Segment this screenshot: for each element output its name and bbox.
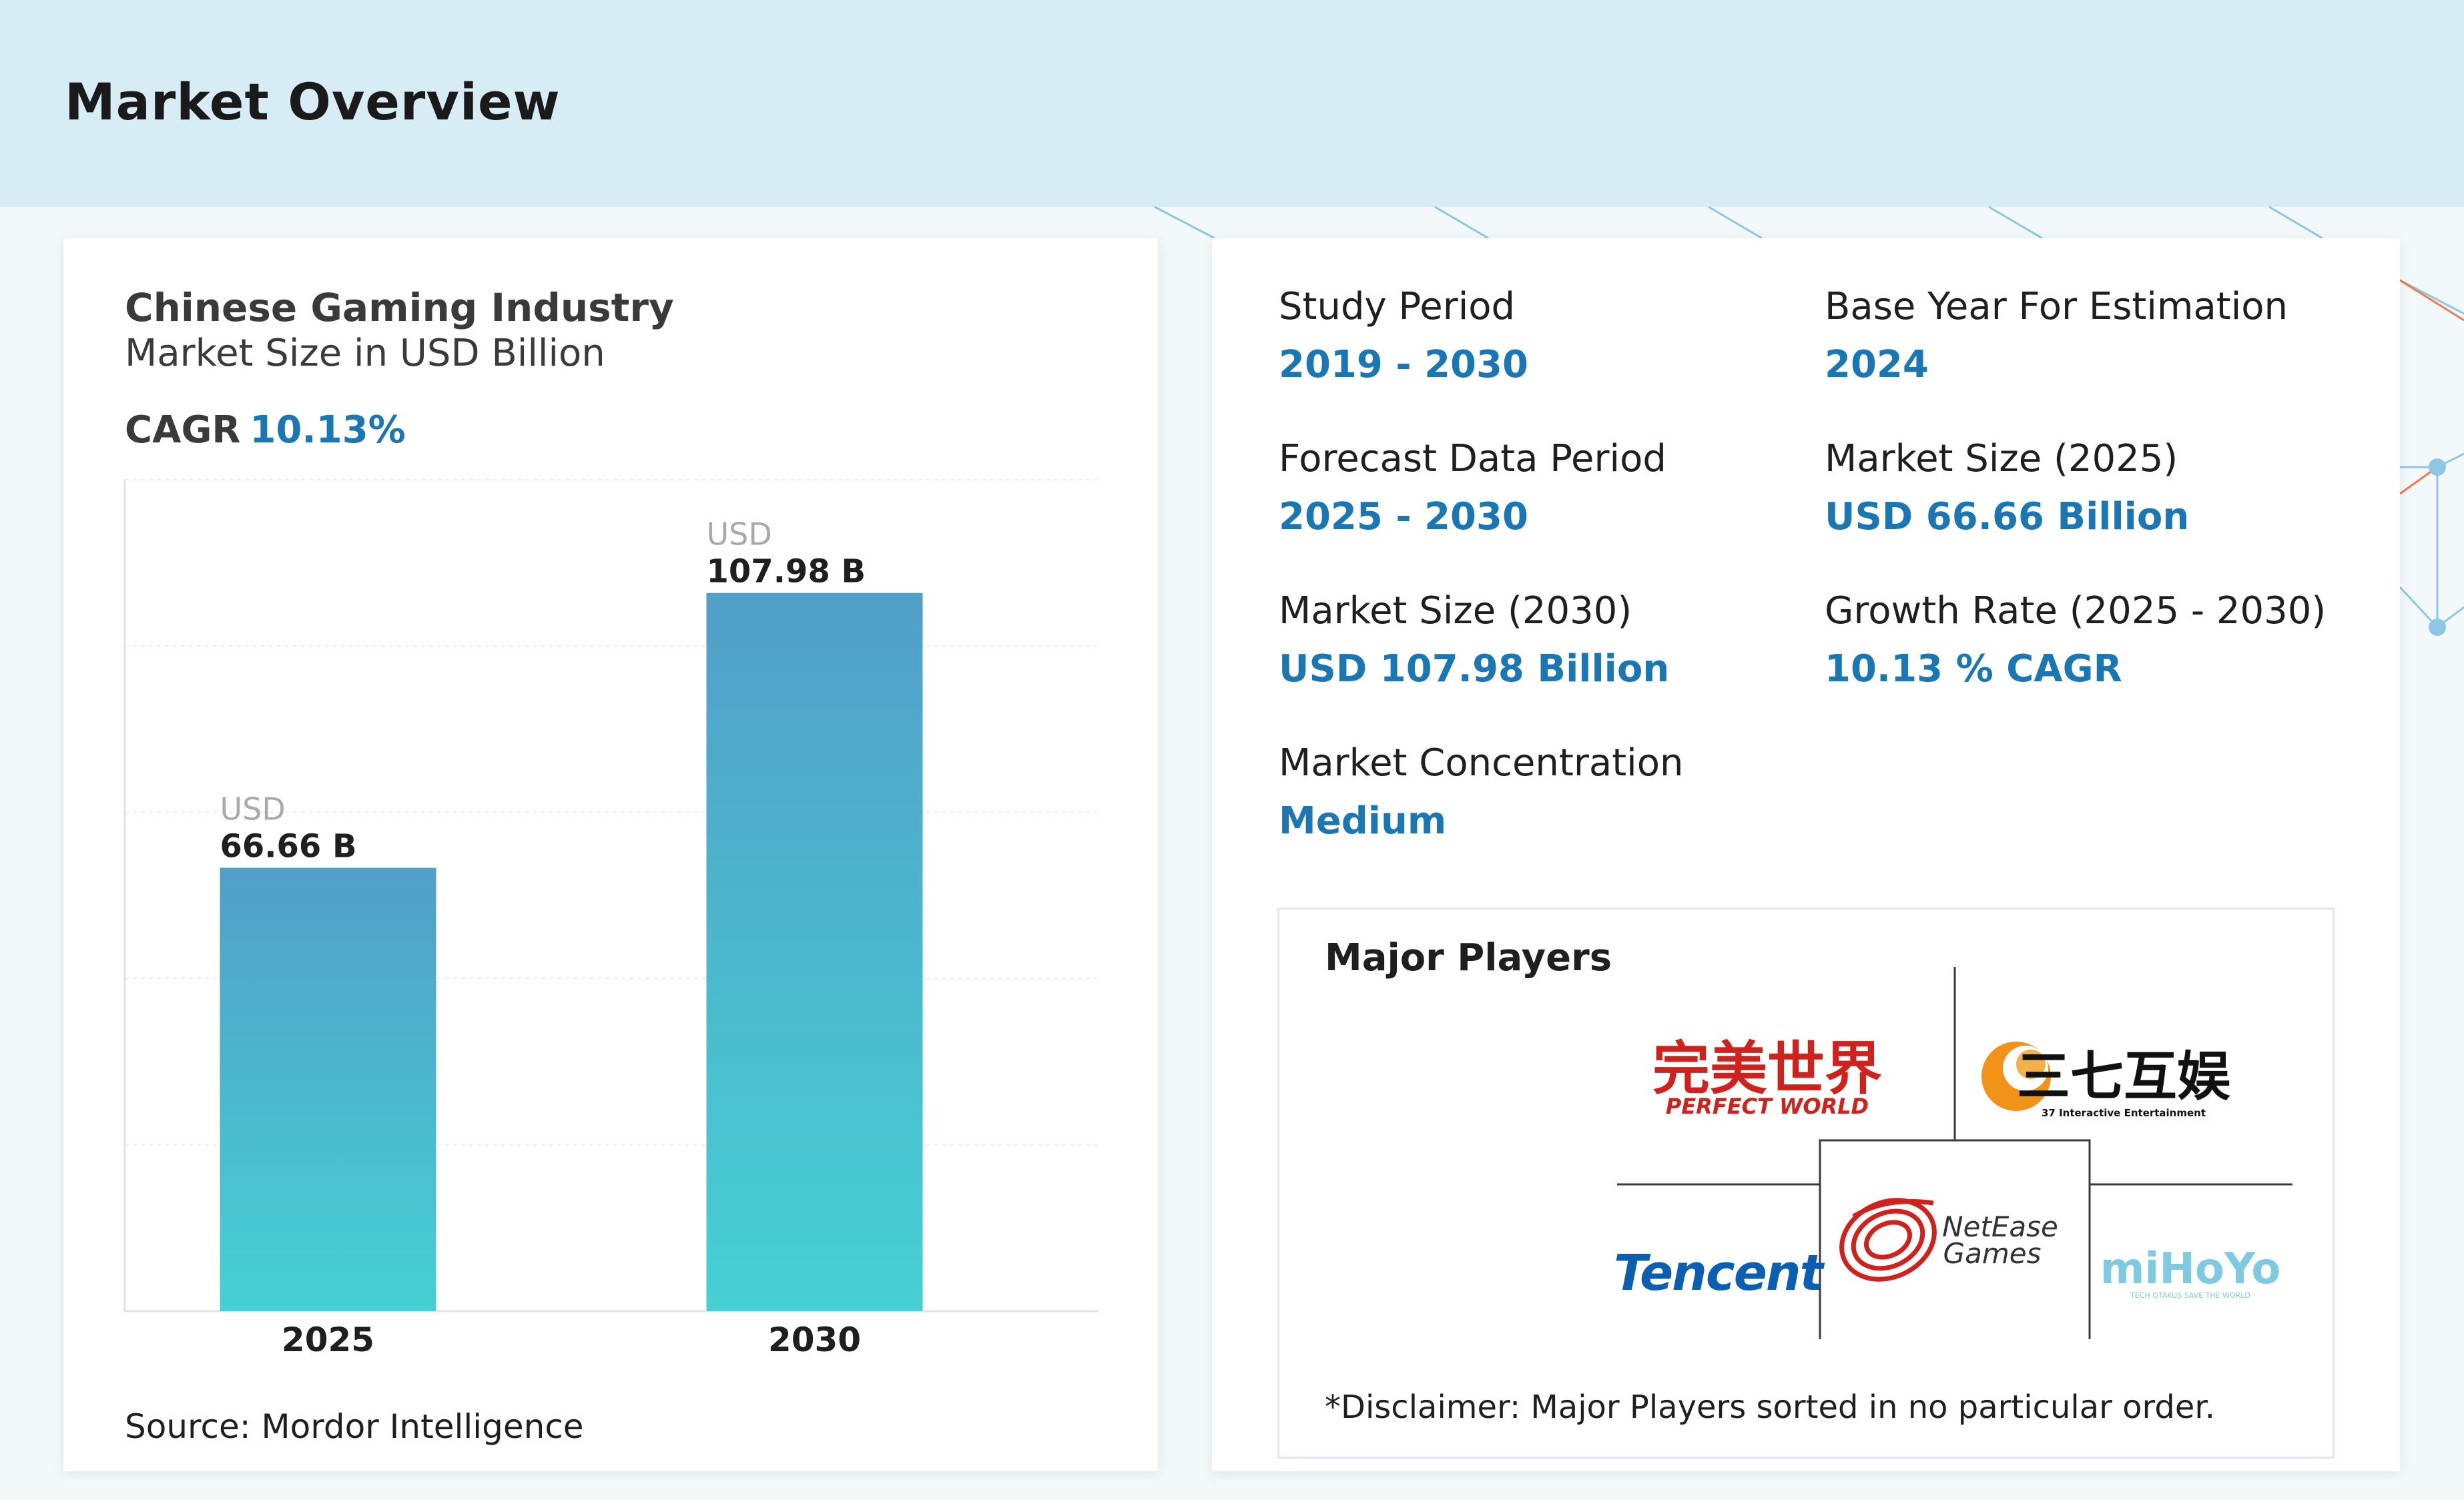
stat-value: USD 66.66 Billion: [1825, 495, 2190, 538]
logo-tagline: TECH OTAKUS SAVE THE WORLD: [2130, 1291, 2250, 1300]
stat-value: 10.13 % CAGR: [1825, 647, 2122, 691]
stat-label: Base Year For Estimation: [1825, 285, 2288, 328]
major-players-panel: Major Players 完美世界 PERFECT WORLD: [1277, 907, 2335, 1459]
bar-label-unit: USD: [707, 516, 772, 552]
netease-logo: NetEase Games: [1839, 1198, 2058, 1282]
x-tick-label: 2025: [282, 1321, 374, 1359]
stat-study-period: Study Period 2019 - 2030: [1279, 285, 1528, 386]
logo-text-en-1: NetEase: [1942, 1210, 2058, 1243]
logo-text-cn: 完美世界: [1652, 1036, 1882, 1102]
page-title: Market Overview: [65, 72, 561, 131]
netease-mark-icon: [1839, 1198, 1937, 1282]
bar-label-unit: USD: [220, 791, 286, 827]
logo-text-en: Tencent: [1614, 1244, 1825, 1302]
major-players-logos: 完美世界 PERFECT WORLD 三七互娱 37 Interactive E…: [1614, 967, 2292, 1339]
perfect-world-logo: 完美世界 PERFECT WORLD: [1652, 1036, 1882, 1119]
chart-title: Chinese Gaming Industry: [125, 285, 674, 330]
stat-label: Market Size (2025): [1825, 437, 2178, 480]
stat-label: Forecast Data Period: [1279, 437, 1666, 480]
logo-text-cn: 三七互娱: [2017, 1046, 2230, 1108]
x-tick-label: 2030: [768, 1321, 861, 1359]
cagr-value: 10.13%: [250, 408, 406, 452]
market-size-chart-card: Chinese Gaming Industry Market Size in U…: [63, 238, 1158, 1471]
bar-label-value: 107.98 B: [707, 553, 866, 591]
page-header: Market Overview: [0, 0, 2464, 207]
stat-label: Market Size (2030): [1279, 589, 1632, 633]
tencent-logo: Tencent: [1614, 1244, 1827, 1302]
bar-2025: [220, 867, 436, 1311]
stat-value: 2019 - 2030: [1279, 343, 1528, 386]
37-interactive-logo: 三七互娱 37 Interactive Entertainment: [1981, 1042, 2230, 1119]
bar-label-value: 66.66 B: [220, 828, 357, 865]
source-note: Source: Mordor Intelligence: [125, 1407, 584, 1446]
logo-text-en: PERFECT WORLD: [1666, 1094, 1869, 1119]
stat-market-concentration: Market Concentration Medium: [1279, 741, 1683, 843]
logo-text-en: miHoYo: [2100, 1244, 2281, 1294]
stat-growth-rate: Growth Rate (2025 - 2030) 10.13 % CAGR: [1825, 589, 2326, 691]
stat-market-size-2030: Market Size (2030) USD 107.98 Billion: [1279, 589, 1669, 691]
stat-label: Study Period: [1279, 285, 1516, 328]
stat-base-year: Base Year For Estimation 2024: [1825, 285, 2288, 386]
logo-text-en-2: Games: [1943, 1237, 2042, 1270]
logo-grid-lines: [1617, 967, 2292, 1339]
37-interactive-mark-icon: [1981, 1042, 2051, 1111]
bar-2030: [706, 593, 923, 1312]
stat-market-size-2025: Market Size (2025) USD 66.66 Billion: [1825, 437, 2189, 538]
chart-subtitle: Market Size in USD Billion: [125, 332, 605, 375]
major-players-title: Major Players: [1325, 936, 1612, 980]
cagr-label: CAGR: [125, 408, 241, 452]
market-stats-card: Study Period 2019 - 2030 Base Year For E…: [1212, 238, 2400, 1471]
cagr-row: CAGR 10.13%: [125, 408, 406, 452]
logo-text-en: 37 Interactive Entertainment: [2042, 1107, 2206, 1119]
stat-label: Market Concentration: [1279, 741, 1684, 785]
stat-value: 2025 - 2030: [1279, 495, 1528, 538]
stat-forecast-period: Forecast Data Period 2025 - 2030: [1279, 437, 1666, 538]
mihoyo-logo: miHoYo TECH OTAKUS SAVE THE WORLD: [2100, 1244, 2281, 1300]
stat-value: USD 107.98 Billion: [1279, 647, 1670, 691]
stat-label: Growth Rate (2025 - 2030): [1825, 589, 2327, 633]
stat-value: 2024: [1825, 343, 1929, 386]
disclaimer: *Disclaimer: Major Players sorted in no …: [1325, 1389, 2215, 1426]
stat-value: Medium: [1279, 799, 1447, 843]
